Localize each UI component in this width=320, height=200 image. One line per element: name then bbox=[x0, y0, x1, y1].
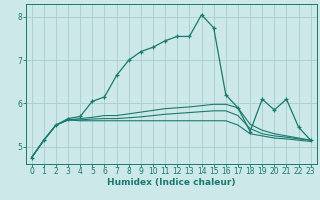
X-axis label: Humidex (Indice chaleur): Humidex (Indice chaleur) bbox=[107, 178, 236, 187]
